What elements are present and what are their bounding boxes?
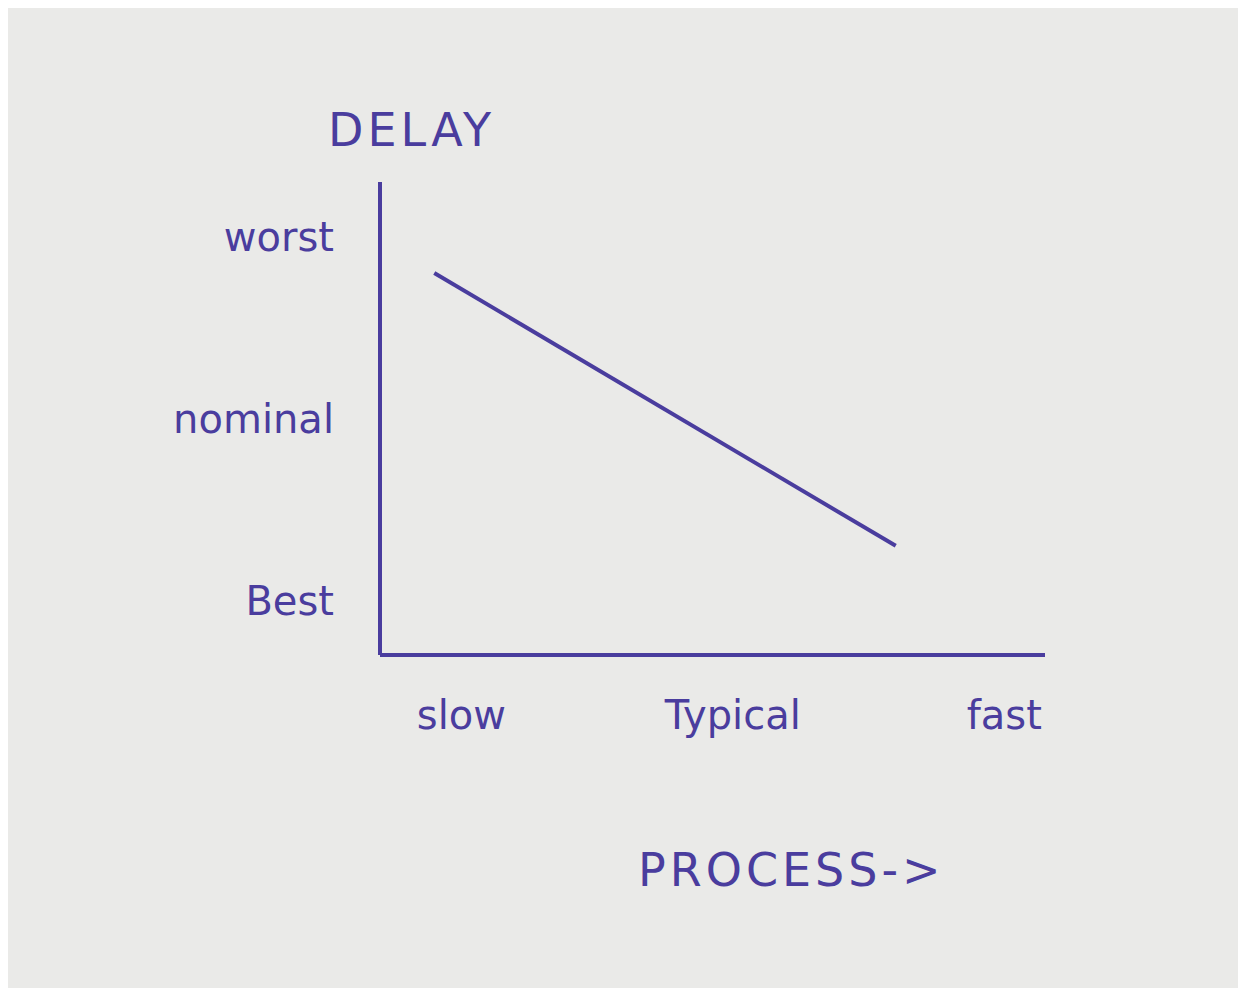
svg-text:Best: Best <box>245 578 334 624</box>
svg-text:nominal: nominal <box>173 396 334 442</box>
html-text:PROCESS->: PROCESS-> <box>638 843 945 897</box>
svg-text:worst: worst <box>224 214 334 260</box>
svg-text:Typical: Typical <box>664 692 801 738</box>
svg-text:slow: slow <box>417 692 506 738</box>
svg-text:fast: fast <box>967 692 1042 738</box>
html-text:DELAY: DELAY <box>328 103 496 157</box>
